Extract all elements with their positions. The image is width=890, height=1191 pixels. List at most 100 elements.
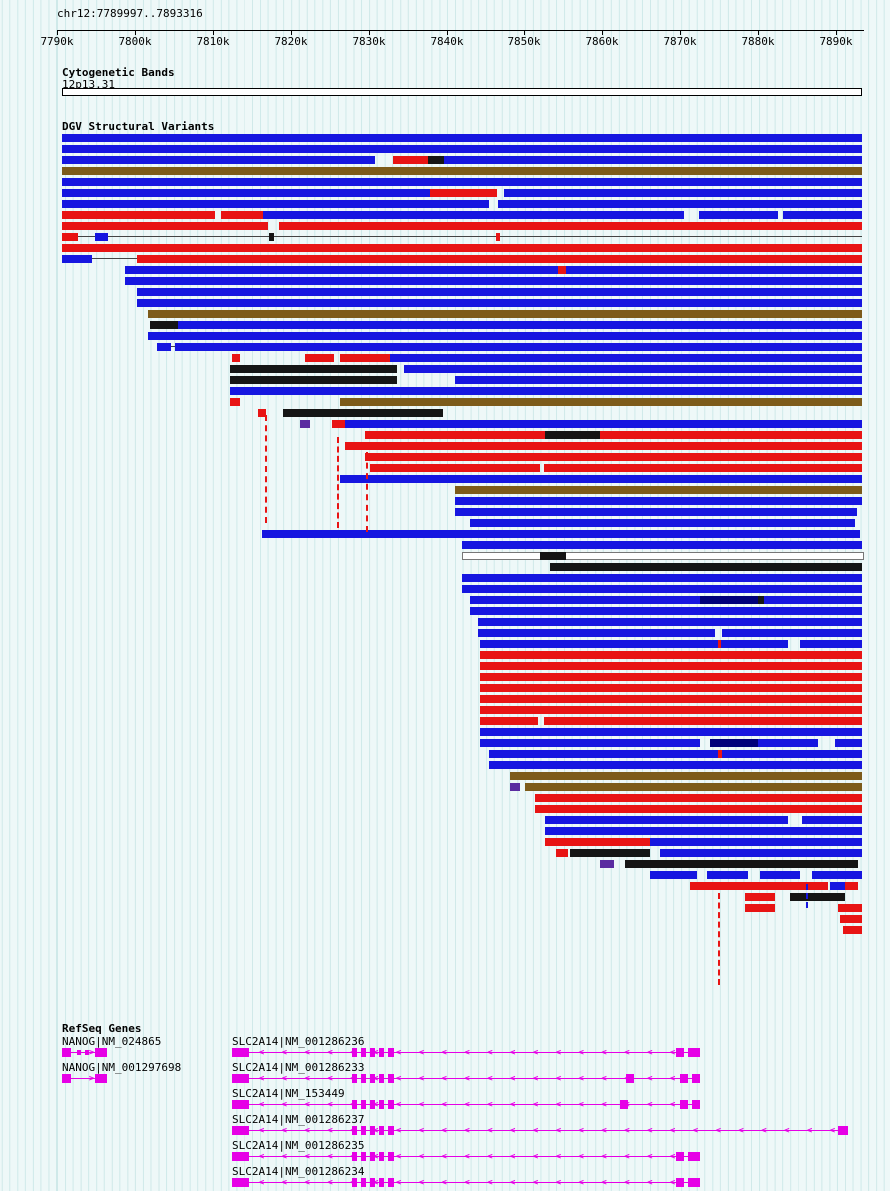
- variant-bar[interactable]: [480, 662, 862, 670]
- variant-bar[interactable]: [544, 464, 862, 472]
- variant-bar[interactable]: [365, 431, 545, 439]
- variant-bar[interactable]: [230, 398, 240, 406]
- variant-bar[interactable]: [718, 750, 722, 758]
- variant-bar[interactable]: [462, 585, 862, 593]
- variant-bar[interactable]: [137, 288, 862, 296]
- variant-bar[interactable]: [125, 266, 862, 274]
- gene-label[interactable]: SLC2A14|NM_001286233: [232, 1061, 365, 1074]
- variant-bar[interactable]: [556, 849, 568, 857]
- variant-bar[interactable]: [510, 772, 862, 780]
- variant-bar[interactable]: [707, 871, 748, 879]
- variant-bar[interactable]: [600, 431, 862, 439]
- variant-bar[interactable]: [462, 574, 862, 582]
- variant-bar[interactable]: [279, 222, 862, 230]
- variant-bar[interactable]: [478, 618, 862, 626]
- variant-bar[interactable]: [430, 189, 497, 197]
- variant-bar[interactable]: [148, 310, 862, 318]
- variant-bar[interactable]: [545, 816, 788, 824]
- gene-label[interactable]: SLC2A14|NM_001286236: [232, 1035, 365, 1048]
- variant-bar[interactable]: [370, 464, 540, 472]
- gene-label[interactable]: SLC2A14|NM_001286234: [232, 1165, 365, 1178]
- variant-bar[interactable]: [718, 640, 721, 648]
- variant-bar[interactable]: [480, 640, 788, 648]
- variant-bar[interactable]: [550, 563, 862, 571]
- variant-bar[interactable]: [300, 420, 310, 428]
- variant-bar[interactable]: [699, 211, 778, 219]
- variant-bar[interactable]: [480, 706, 862, 714]
- variant-bar[interactable]: [62, 211, 215, 219]
- variant-bar[interactable]: [178, 321, 862, 329]
- variant-bar[interactable]: [62, 244, 862, 252]
- variant-bar[interactable]: [62, 145, 862, 153]
- variant-bar[interactable]: [510, 783, 520, 791]
- variant-bar[interactable]: [722, 629, 862, 637]
- variant-bar[interactable]: [390, 354, 862, 362]
- variant-bar[interactable]: [480, 739, 700, 747]
- variant-bar[interactable]: [455, 486, 862, 494]
- variant-bar[interactable]: [175, 343, 862, 351]
- variant-bar[interactable]: [535, 794, 862, 802]
- variant-bar[interactable]: [690, 882, 828, 890]
- variant-bar[interactable]: [92, 258, 137, 259]
- variant-bar[interactable]: [62, 222, 268, 230]
- variant-bar[interactable]: [545, 838, 650, 846]
- variant-bar[interactable]: [478, 629, 715, 637]
- variant-bar[interactable]: [345, 442, 862, 450]
- variant-bar[interactable]: [540, 552, 566, 560]
- variant-bar[interactable]: [535, 805, 862, 813]
- variant-bar[interactable]: [830, 882, 845, 890]
- variant-bar[interactable]: [137, 299, 862, 307]
- variant-bar[interactable]: [802, 816, 862, 824]
- variant-bar[interactable]: [480, 651, 862, 659]
- variant-bar[interactable]: [125, 277, 862, 285]
- variant-bar[interactable]: [545, 431, 600, 439]
- variant-bar[interactable]: [544, 717, 862, 725]
- variant-bar[interactable]: [650, 838, 862, 846]
- variant-bar[interactable]: [480, 728, 862, 736]
- variant-bar[interactable]: [800, 640, 862, 648]
- variant-bar[interactable]: [462, 541, 862, 549]
- variant-bar[interactable]: [838, 904, 862, 912]
- variant-bar[interactable]: [137, 255, 862, 263]
- variant-bar[interactable]: [62, 189, 430, 197]
- variant-bar[interactable]: [525, 783, 862, 791]
- variant-bar[interactable]: [745, 893, 775, 901]
- variant-bar[interactable]: [340, 398, 862, 406]
- variant-bar[interactable]: [404, 365, 862, 373]
- variant-bar[interactable]: [625, 860, 858, 868]
- variant-bar[interactable]: [258, 409, 266, 417]
- variant-bar[interactable]: [62, 134, 862, 142]
- variant-bar[interactable]: [230, 376, 397, 384]
- variant-bar[interactable]: [62, 178, 862, 186]
- variant-bar[interactable]: [558, 266, 566, 274]
- variant-bar[interactable]: [332, 420, 345, 428]
- variant-bar[interactable]: [62, 255, 92, 263]
- variant-bar[interactable]: [783, 211, 862, 219]
- variant-bar[interactable]: [365, 453, 862, 461]
- variant-bar[interactable]: [489, 750, 862, 758]
- variant-bar[interactable]: [305, 354, 334, 362]
- variant-bar[interactable]: [428, 156, 444, 164]
- variant-bar[interactable]: [455, 508, 857, 516]
- variant-bar[interactable]: [700, 596, 758, 604]
- variant-bar[interactable]: [790, 893, 845, 901]
- variant-bar[interactable]: [62, 167, 862, 175]
- variant-bar[interactable]: [262, 530, 860, 538]
- variant-bar[interactable]: [845, 882, 858, 890]
- variant-bar[interactable]: [462, 552, 864, 560]
- gene-label[interactable]: NANOG|NM_001297698: [62, 1061, 182, 1074]
- variant-bar[interactable]: [148, 332, 862, 340]
- variant-bar[interactable]: [600, 860, 614, 868]
- variant-bar[interactable]: [232, 354, 240, 362]
- variant-bar[interactable]: [171, 346, 175, 347]
- variant-bar[interactable]: [340, 475, 862, 483]
- variant-bar[interactable]: [480, 695, 862, 703]
- variant-bar[interactable]: [78, 236, 862, 237]
- variant-bar[interactable]: [283, 409, 443, 417]
- variant-bar[interactable]: [650, 871, 697, 879]
- variant-bar[interactable]: [745, 904, 775, 912]
- variant-bar[interactable]: [157, 343, 171, 351]
- variant-bar[interactable]: [843, 926, 862, 934]
- variant-bar[interactable]: [480, 717, 538, 725]
- variant-bar[interactable]: [345, 420, 862, 428]
